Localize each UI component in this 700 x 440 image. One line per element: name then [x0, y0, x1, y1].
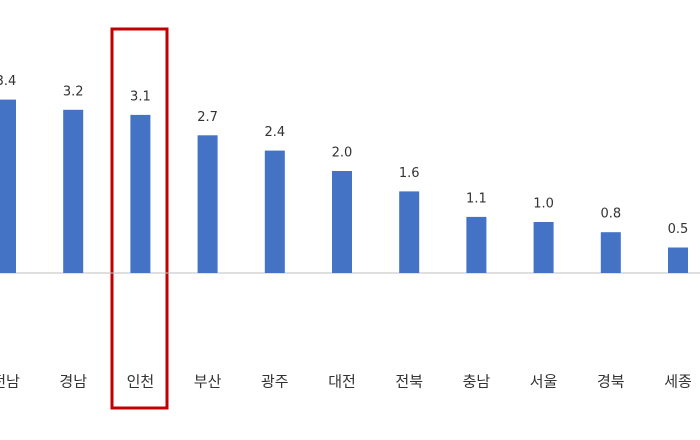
value-label: 0.5 — [668, 222, 689, 237]
value-label: 3.1 — [130, 89, 151, 104]
bar — [600, 232, 621, 273]
bar — [197, 135, 218, 273]
value-label: 1.6 — [399, 166, 420, 181]
bar — [332, 171, 352, 273]
value-label: 1.0 — [533, 197, 554, 212]
value-label: 3.4 — [0, 74, 16, 89]
x-tick-label: 경북 — [597, 373, 625, 391]
x-tick-label: 대전 — [328, 373, 356, 391]
x-tick-label: 전남 — [0, 373, 20, 391]
value-label: 2.7 — [197, 110, 218, 125]
value-label: 0.8 — [600, 207, 621, 222]
bar — [130, 114, 151, 274]
highlight-box — [110, 27, 169, 410]
value-label: 2.0 — [332, 146, 353, 161]
x-tick-label: 광주 — [261, 373, 289, 391]
x-tick-label: 서울 — [530, 373, 558, 391]
bar — [399, 191, 420, 273]
x-tick-label: 부산 — [194, 373, 222, 391]
bar — [0, 99, 16, 273]
bar — [533, 222, 554, 273]
bar — [63, 109, 84, 273]
bar — [264, 150, 285, 273]
bar — [466, 216, 487, 273]
bar — [668, 247, 688, 273]
x-tick-label: 인천 — [127, 373, 155, 391]
value-label: 3.2 — [63, 84, 84, 99]
x-tick-label: 경남 — [59, 373, 87, 391]
value-label: 2.4 — [264, 125, 285, 140]
x-tick-label: 세종 — [664, 373, 692, 391]
x-tick-label: 충남 — [463, 373, 491, 391]
x-tick-label: 전북 — [395, 373, 423, 391]
value-label: 1.1 — [466, 191, 487, 206]
